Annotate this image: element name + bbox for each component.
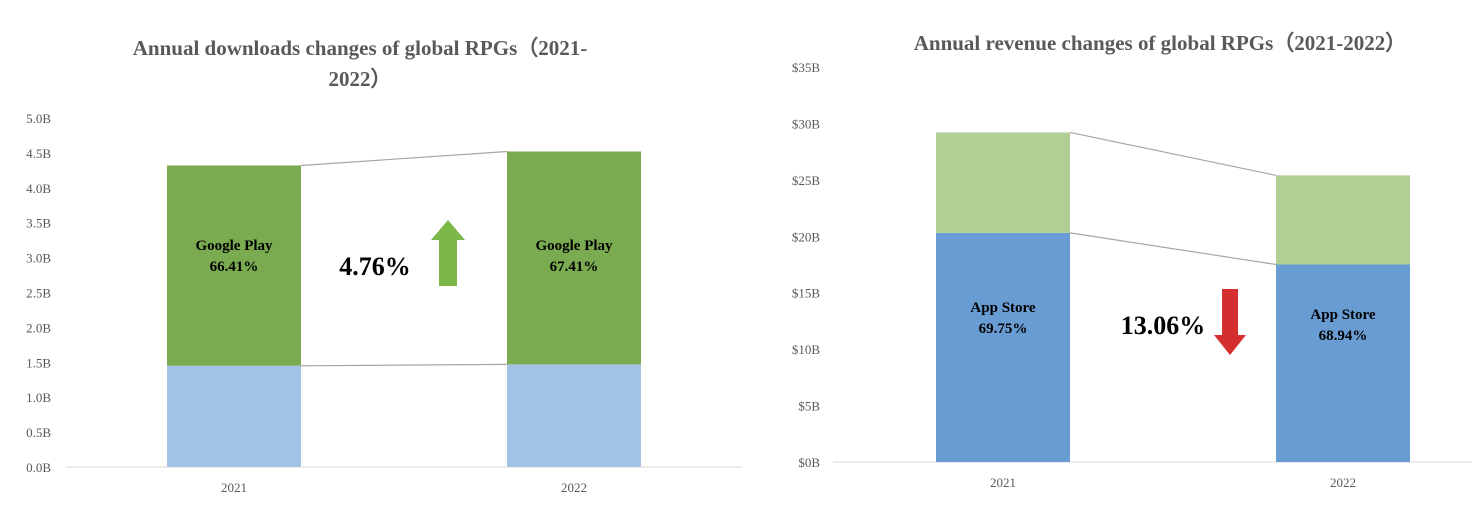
y-tick-label: 5.0B (26, 111, 51, 126)
y-tick-label: $5B (798, 399, 820, 414)
y-tick-label: 2.5B (26, 286, 51, 301)
bar-google-play-2021 (167, 165, 301, 366)
y-tick-label: $35B (792, 60, 821, 75)
y-tick-label: $10B (792, 342, 821, 357)
revenue-chart-panel: Annual revenue changes of global RPGs（20… (760, 0, 1472, 511)
arrow-down-icon (1214, 289, 1246, 355)
bar-other-2021 (167, 365, 301, 467)
chart-title-line-2: 2022） (329, 67, 392, 91)
bar-label-share: 66.41% (210, 259, 259, 275)
bar-app-store-2022 (1276, 264, 1410, 462)
downloads-plot-area: 0.0B 0.5B 1.0B 1.5B 2.0B 2.5B 3.0B 3.5B 4.0B 4.5B… (26, 111, 742, 495)
y-tick-label: 2.0B (26, 320, 51, 335)
y-tick-label: $15B (792, 286, 821, 301)
bar-label-name: App Store (1310, 307, 1375, 323)
y-tick-label: 3.0B (26, 251, 51, 266)
connector-line (1069, 131, 1277, 176)
bar-label-name: App Store (970, 300, 1035, 316)
bar-label-share: 67.41% (550, 259, 599, 275)
y-tick-label: 0.5B (26, 425, 51, 440)
y-tick-label: 4.0B (26, 181, 51, 196)
bar-other-2022 (1276, 175, 1410, 265)
y-tick-label: $0B (798, 455, 820, 470)
revenue-chart: Annual revenue changes of global RPGs（20… (792, 31, 1472, 490)
connector-line (1069, 232, 1277, 266)
change-percentage: 13.06% (1121, 311, 1206, 340)
y-tick-label: 4.5B (26, 146, 51, 161)
arrow-up-icon (431, 220, 465, 286)
change-percentage: 4.76% (339, 252, 411, 281)
y-tick-label: 1.5B (26, 355, 51, 370)
bar-label-share: 69.75% (979, 321, 1028, 337)
y-tick-label: $30B (792, 116, 821, 131)
bar-label-name: Google Play (535, 238, 613, 254)
bar-other-2021 (936, 132, 1070, 233)
connector-line (300, 150, 508, 167)
bar-app-store-2021 (936, 232, 1070, 462)
chart-title-line-1: Annual downloads changes of global RPGs（… (133, 36, 588, 60)
connector-line (300, 363, 508, 367)
chart-title: Annual revenue changes of global RPGs（20… (914, 31, 1407, 55)
revenue-plot-area: $0B $5B $10B $15B $20B $25B $30B $35B 2021 2022 Ap… (792, 60, 1472, 490)
bar-label-share: 68.94% (1319, 328, 1368, 344)
y-tick-label: 1.0B (26, 390, 51, 405)
y-tick-label: 3.5B (26, 216, 51, 231)
bar-google-play-2022 (507, 151, 641, 365)
y-tick-label: $20B (792, 229, 821, 244)
x-tick-label: 2022 (1330, 475, 1356, 490)
y-tick-label: 0.0B (26, 460, 51, 475)
downloads-chart: Annual downloads changes of global RPGs（… (26, 36, 742, 495)
x-tick-label: 2021 (990, 475, 1016, 490)
x-tick-label: 2022 (561, 480, 587, 495)
downloads-chart-panel: Annual downloads changes of global RPGs（… (26, 36, 742, 495)
y-tick-label: $25B (792, 173, 821, 188)
bar-other-2022 (507, 364, 641, 467)
bar-label-name: Google Play (195, 238, 273, 254)
x-tick-label: 2021 (221, 480, 247, 495)
